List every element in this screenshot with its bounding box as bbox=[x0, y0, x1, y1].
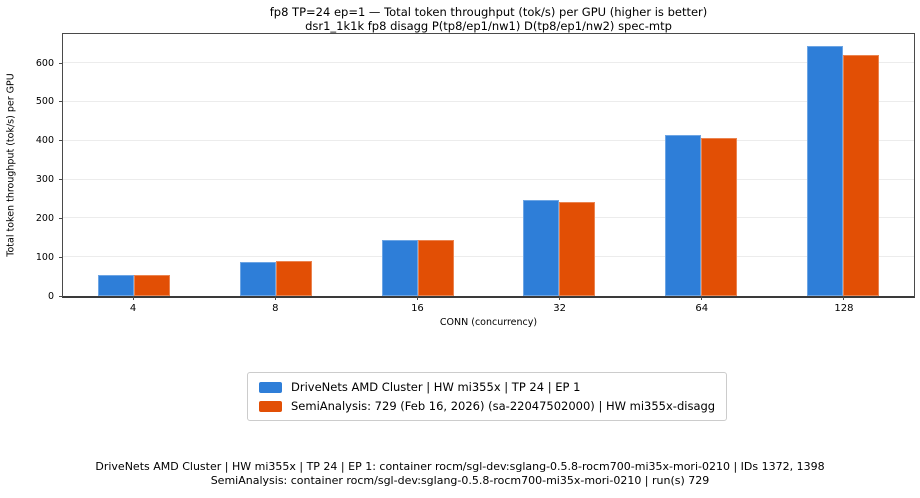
y-tick-mark bbox=[59, 62, 63, 64]
y-tick-mark bbox=[59, 256, 63, 258]
bar bbox=[275, 261, 312, 296]
y-tick-mark bbox=[59, 101, 63, 103]
bar-group-128 bbox=[772, 34, 914, 296]
bar bbox=[665, 134, 702, 296]
bar-group-8 bbox=[205, 34, 347, 296]
bar bbox=[417, 239, 454, 296]
chart-title-block: fp8 TP=24 ep=1 — Total token throughput … bbox=[62, 5, 915, 33]
x-tick-label: 128 bbox=[834, 303, 854, 314]
chart-title: fp8 TP=24 ep=1 — Total token throughput … bbox=[269, 5, 708, 19]
bar bbox=[807, 46, 844, 296]
gridline bbox=[63, 217, 914, 219]
bar bbox=[523, 200, 560, 296]
bar bbox=[559, 201, 596, 296]
gridline bbox=[63, 139, 914, 141]
legend-item: SemiAnalysis: 729 (Feb 16, 2026) (sa-220… bbox=[259, 399, 715, 413]
x-tick-mark bbox=[133, 296, 135, 300]
y-tick-label: 600 bbox=[35, 57, 54, 69]
x-tick-label: 64 bbox=[695, 303, 709, 314]
legend-swatch bbox=[259, 400, 282, 412]
y-tick-label: 200 bbox=[35, 212, 54, 224]
x-tick-mark bbox=[842, 296, 844, 300]
y-tick-mark bbox=[59, 179, 63, 181]
footer: DriveNets AMD Cluster | HW mi355x | TP 2… bbox=[0, 460, 920, 488]
gridline bbox=[63, 100, 914, 102]
gridline bbox=[63, 256, 914, 258]
x-tick-mark bbox=[700, 296, 702, 300]
y-tick-label: 300 bbox=[35, 173, 54, 185]
bar bbox=[701, 138, 738, 296]
legend-label: SemiAnalysis: 729 (Feb 16, 2026) (sa-220… bbox=[291, 399, 716, 413]
bars-layer bbox=[63, 34, 914, 296]
bar bbox=[381, 240, 418, 296]
x-tick-label: 32 bbox=[553, 303, 566, 314]
legend-item: DriveNets AMD Cluster | HW mi355x | TP 2… bbox=[259, 380, 715, 394]
bar-group-16 bbox=[347, 34, 489, 296]
legend: DriveNets AMD Cluster | HW mi355x | TP 2… bbox=[247, 372, 728, 421]
x-tick-label: 16 bbox=[411, 303, 424, 314]
y-tick-mark bbox=[59, 217, 63, 219]
x-axis-tick-labels: 4 8 16 32 64 128 bbox=[62, 303, 915, 314]
bar bbox=[843, 55, 880, 296]
x-axis-label: CONN (concurrency) bbox=[439, 317, 538, 328]
bar-group-32 bbox=[488, 34, 630, 296]
footer-line-2: SemiAnalysis: container rocm/sgl-dev:sgl… bbox=[210, 474, 710, 487]
x-tick-mark bbox=[417, 296, 419, 300]
y-tick-mark bbox=[59, 140, 63, 142]
x-tick-label: 8 bbox=[272, 303, 279, 314]
y-tick-mark bbox=[59, 295, 63, 297]
gridline bbox=[63, 62, 914, 64]
legend-swatch bbox=[259, 381, 282, 393]
bar bbox=[97, 275, 134, 296]
bar bbox=[239, 261, 276, 296]
bar-group-64 bbox=[630, 34, 772, 296]
footer-line-1: DriveNets AMD Cluster | HW mi355x | TP 2… bbox=[95, 460, 825, 473]
y-tick-label: 400 bbox=[35, 135, 54, 146]
bar-group-4 bbox=[63, 34, 205, 296]
y-tick-label: 100 bbox=[35, 251, 54, 263]
y-tick-label: 500 bbox=[35, 96, 54, 108]
plot-area: 0 100 200 300 400 500 600 bbox=[36, 33, 915, 300]
x-tick-mark bbox=[558, 296, 560, 300]
gridline bbox=[63, 178, 914, 180]
x-tick-label: 4 bbox=[129, 303, 137, 314]
legend-label: DriveNets AMD Cluster | HW mi355x | TP 2… bbox=[291, 380, 581, 394]
y-tick-label: 0 bbox=[47, 290, 54, 302]
chart-subtitle: dsr1_1k1k fp8 disagg P(tp8/ep1/nw1) D(tp… bbox=[305, 19, 672, 33]
y-axis-label: Total token throughput (tok/s) per GPU bbox=[5, 73, 17, 257]
x-tick-mark bbox=[275, 296, 277, 300]
bar bbox=[133, 274, 170, 296]
